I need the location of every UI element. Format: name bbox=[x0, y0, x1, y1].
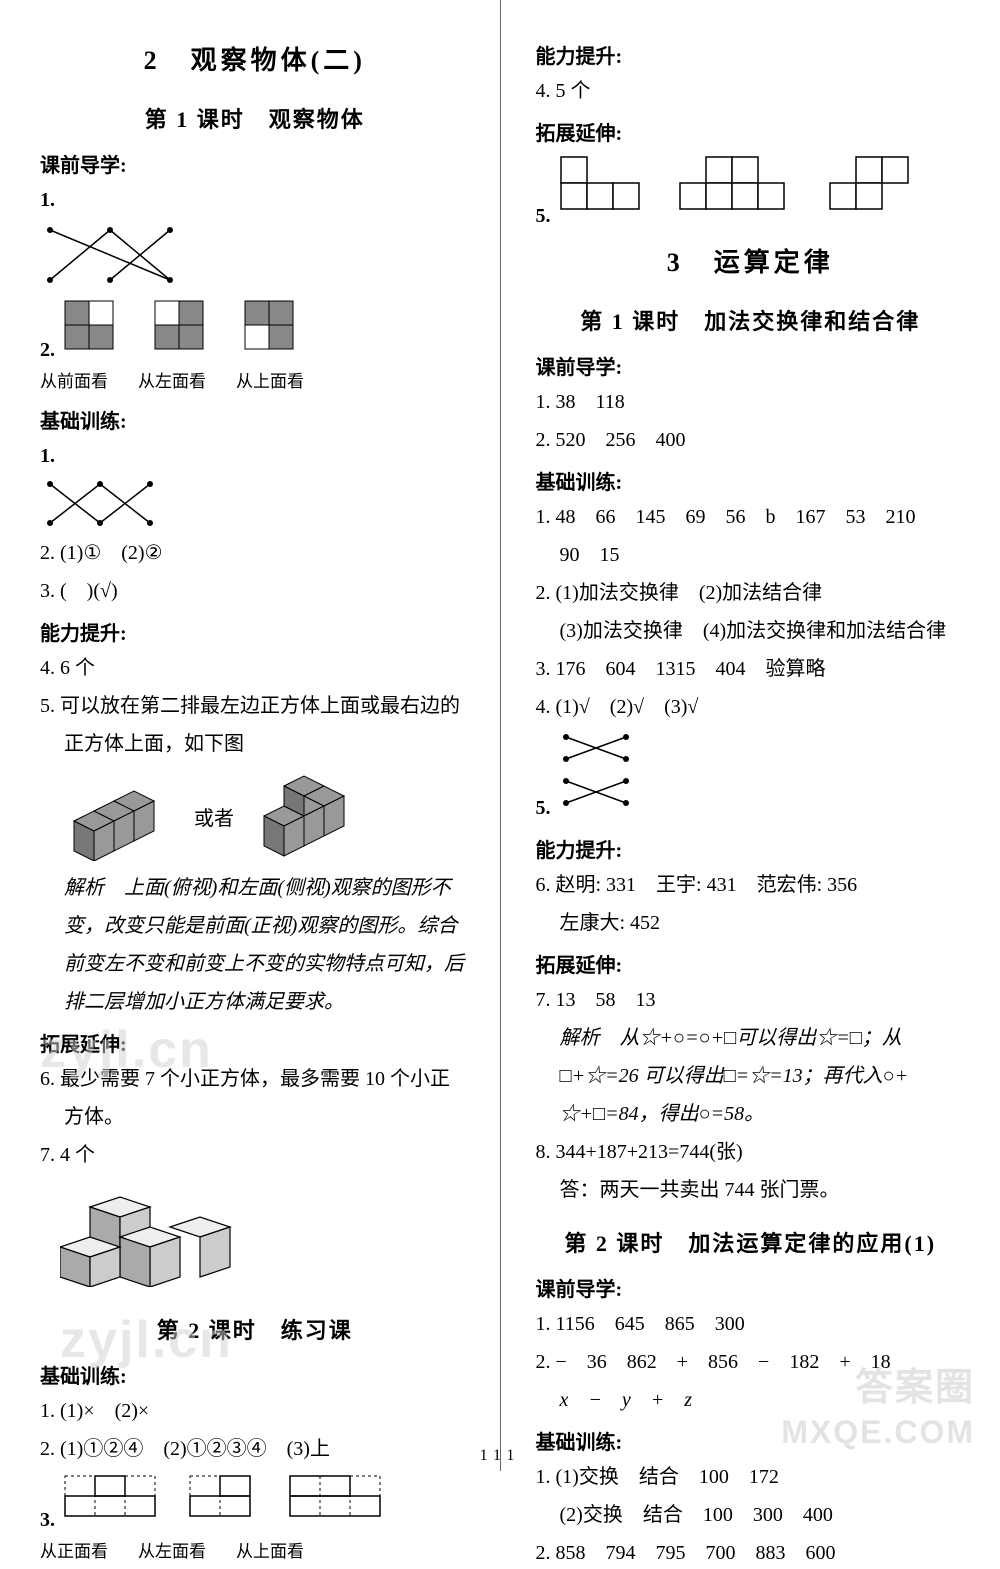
page-number: 111 bbox=[480, 1447, 521, 1465]
cube-iso-2 bbox=[244, 766, 364, 866]
r-b4: 4. (1)√ (2)√ (3)√ bbox=[536, 691, 966, 723]
a5-exp4: 排二层增加小正方体满足要求。 bbox=[40, 986, 470, 1018]
cross-diagram-2 bbox=[40, 476, 160, 531]
lesson2-title-left: 第 2 课时 练习课 bbox=[40, 1313, 470, 1345]
dashed-grids bbox=[60, 1471, 420, 1526]
r-b2-1: 2. (1)加法交换律 (2)加法结合律 bbox=[536, 577, 966, 609]
block-shapes bbox=[556, 152, 936, 222]
r-p2: 2. 520 256 400 bbox=[536, 424, 966, 456]
cube-diagram-row: 或者 bbox=[40, 766, 470, 866]
r-e7-exp1: 解析 从☆+○=○+□可以得出☆=□；从 bbox=[536, 1022, 966, 1054]
basic-heading-l2: 基础训练: bbox=[40, 1360, 470, 1389]
top-e5: 5. bbox=[536, 152, 966, 232]
a5-exp1: 解析 上面(俯视)和左面(侧视)观察的图形不 bbox=[40, 872, 470, 904]
r-a6-1: 6. 赵明: 331 王宇: 431 范宏伟: 356 bbox=[536, 869, 966, 901]
q2-label: 2. bbox=[40, 296, 470, 395]
chapter-title-left: 2 观察物体(二) bbox=[40, 40, 470, 77]
cube-iso-3 bbox=[60, 1177, 240, 1287]
r-b1-1: 1. 48 66 145 69 56 b 167 53 210 bbox=[536, 501, 966, 533]
chapter-title-right: 3 运算定律 bbox=[536, 242, 966, 279]
b1-diagram: 1. bbox=[40, 440, 470, 531]
r-p1: 1. 38 118 bbox=[536, 386, 966, 418]
r2-p2-2: x − y + z bbox=[536, 1384, 966, 1416]
r-ability: 能力提升: bbox=[536, 834, 966, 863]
a5-exp2: 变，改变只能是前面(正视)观察的图形。综合 bbox=[40, 910, 470, 942]
r2-p2-1: 2. − 36 862 + 856 − 182 + 18 bbox=[536, 1346, 966, 1378]
r-b5: 5. bbox=[536, 729, 966, 824]
r2-basic: 基础训练: bbox=[536, 1426, 966, 1455]
a5-text1: 5. 可以放在第二排最左边正方体上面或最右边的 bbox=[40, 690, 470, 722]
top-ext: 拓展延伸: bbox=[536, 117, 966, 146]
q1-label: 1. bbox=[40, 184, 470, 290]
e6-2: 方体。 bbox=[40, 1101, 470, 1133]
r2-p1: 1. 1156 645 865 300 bbox=[536, 1308, 966, 1340]
cross-diagram-3 bbox=[556, 729, 646, 814]
r-e7-exp3: ☆+□=84，得出○=58。 bbox=[536, 1098, 966, 1130]
basic-heading-l1: 基础训练: bbox=[40, 405, 470, 434]
r-e7-1: 7. 13 58 13 bbox=[536, 984, 966, 1016]
r2-b2: 2. 858 794 795 700 883 600 bbox=[536, 1537, 966, 1569]
l2-b2: 2. (1)①②④ (2)①②③④ (3)上 bbox=[40, 1433, 470, 1465]
left-column: 2 观察物体(二) 第 1 课时 观察物体 课前导学: 1. 2. bbox=[0, 0, 500, 1471]
cube-iso-1 bbox=[64, 771, 184, 861]
r-b2-2: (3)加法交换律 (4)加法交换律和加法结合律 bbox=[536, 615, 966, 647]
a5-exp3: 前变左不变和前变上不变的实物特点可知，后 bbox=[40, 948, 470, 980]
b2-text: 2. (1)① (2)② bbox=[40, 537, 470, 569]
r2-b1-2: (2)交换 结合 100 300 400 bbox=[536, 1499, 966, 1531]
l2-b3-captions: 从正面看 从左面看 从上面看 bbox=[40, 1538, 470, 1565]
r-b1-2: 90 15 bbox=[536, 539, 966, 571]
q2-captions: 从前面看 从左面看 从上面看 bbox=[40, 368, 470, 395]
r-lesson2-title: 第 2 课时 加法运算定律的应用(1) bbox=[536, 1226, 966, 1258]
r-ext: 拓展延伸: bbox=[536, 949, 966, 978]
r-b3: 3. 176 604 1315 404 验算略 bbox=[536, 653, 966, 685]
r-e8-2: 答：两天一共卖出 744 张门票。 bbox=[536, 1174, 966, 1206]
r-lesson1-title: 第 1 课时 加法交换律和结合律 bbox=[536, 304, 966, 336]
r-e7-exp2: □+☆=26 可以得出□=☆=13；再代入○+ bbox=[536, 1060, 966, 1092]
ability-heading-l1: 能力提升: bbox=[40, 617, 470, 646]
cross-diagram-1 bbox=[40, 220, 180, 290]
l2-b3: 3. 从正面看 从左面看 从上面看 bbox=[40, 1471, 470, 1565]
pre-heading: 课前导学: bbox=[40, 149, 470, 178]
r2-pre: 课前导学: bbox=[536, 1273, 966, 1302]
or-label: 或者 bbox=[194, 802, 234, 831]
ext-heading-l1: 拓展延伸: bbox=[40, 1028, 470, 1057]
r-pre: 课前导学: bbox=[536, 351, 966, 380]
right-column: 能力提升: 4. 5 个 拓展延伸: 5. 3 运算定律 第 1 课时 加法交换… bbox=[500, 0, 1000, 1471]
l2-b1: 1. (1)× (2)× bbox=[40, 1395, 470, 1427]
a4-text: 4. 6 个 bbox=[40, 652, 470, 684]
r-e8-1: 8. 344+187+213=744(张) bbox=[536, 1136, 966, 1168]
top-ability: 能力提升: bbox=[536, 40, 966, 69]
b3-text: 3. ( )(√) bbox=[40, 575, 470, 607]
e6-1: 6. 最少需要 7 个小正方体，最多需要 10 个小正 bbox=[40, 1063, 470, 1095]
grid-views-1 bbox=[60, 296, 360, 356]
lesson1-title-left: 第 1 课时 观察物体 bbox=[40, 102, 470, 134]
r-a6-2: 左康大: 452 bbox=[536, 907, 966, 939]
a5-text2: 正方体上面，如下图 bbox=[40, 728, 470, 760]
r2-b1-1: 1. (1)交换 结合 100 172 bbox=[536, 1461, 966, 1493]
e7: 7. 4 个 bbox=[40, 1139, 470, 1171]
r-basic: 基础训练: bbox=[536, 466, 966, 495]
top-a4: 4. 5 个 bbox=[536, 75, 966, 107]
